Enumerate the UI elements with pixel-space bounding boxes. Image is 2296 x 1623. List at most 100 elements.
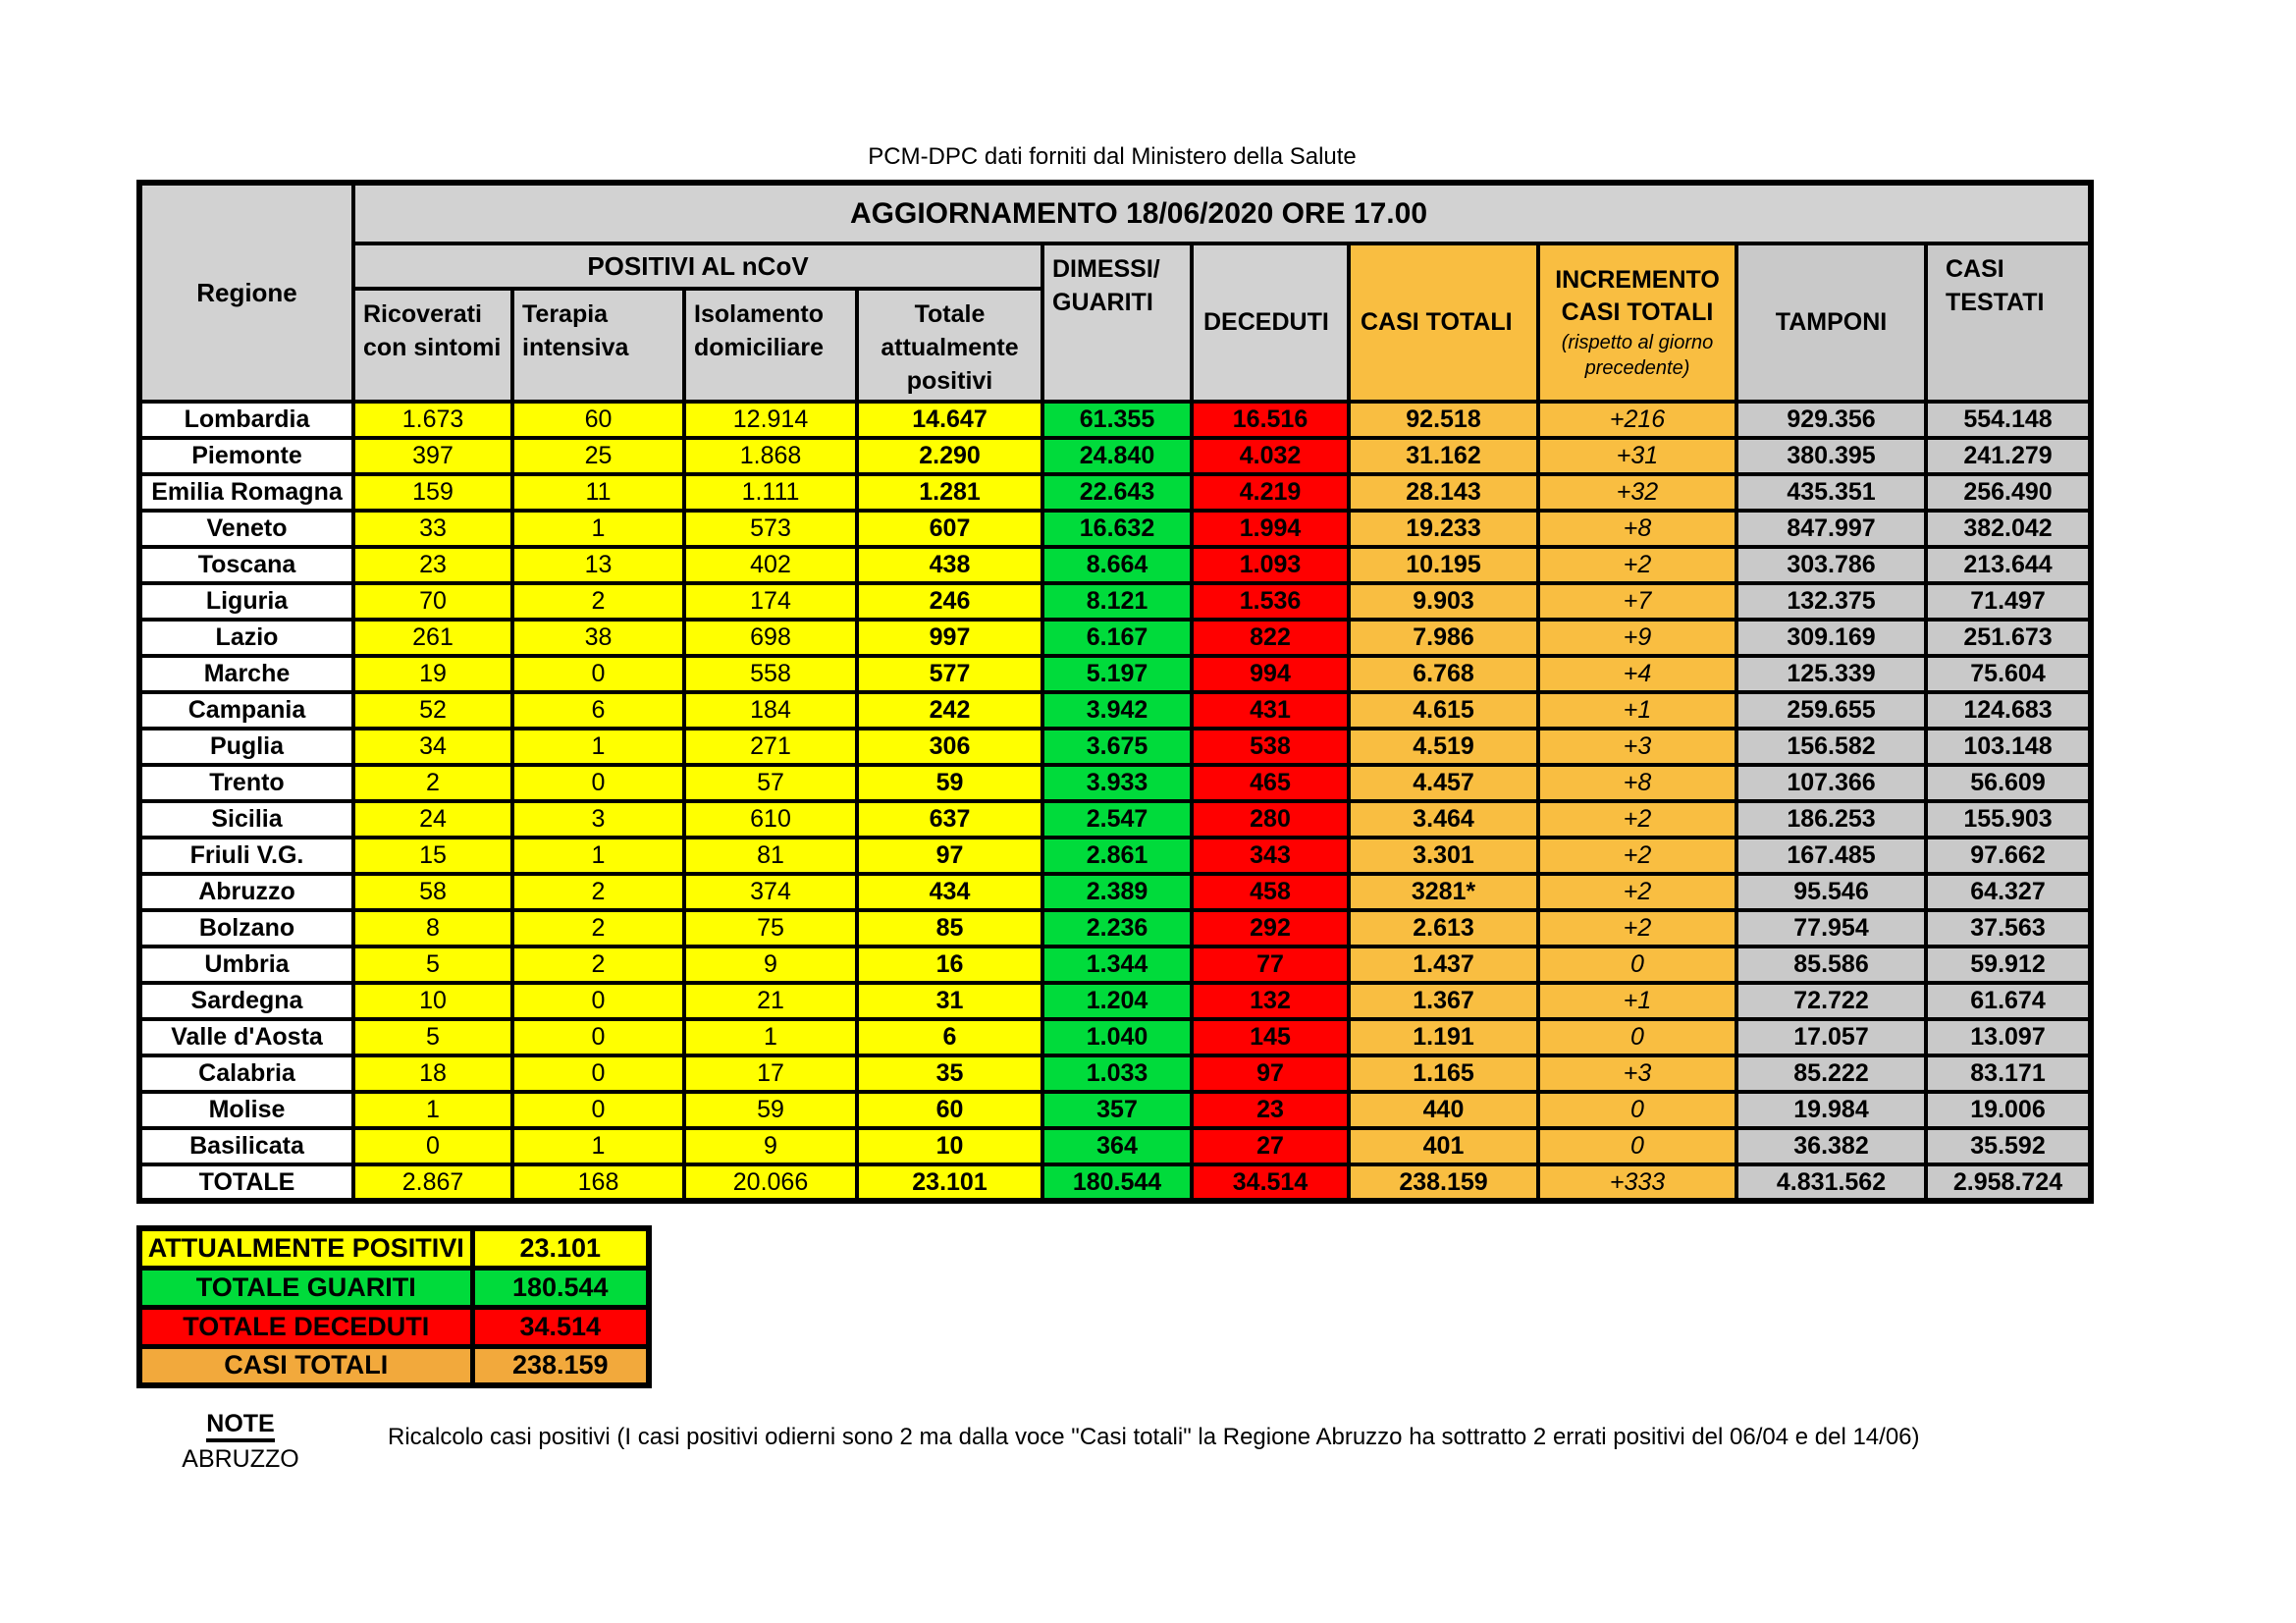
- summary-row-casi-totali: CASI TOTALI 238.159: [136, 1343, 652, 1388]
- cell-casi-testati: 35.592: [1924, 1126, 2093, 1166]
- cell-totale-attualmente-positivi: 434: [855, 872, 1044, 912]
- cell-totale-attualmente-positivi: 577: [855, 654, 1044, 694]
- cell-dimessi-guariti: 3.933: [1041, 763, 1194, 803]
- cell-ricoverati-con-sintomi: 23: [351, 545, 514, 585]
- header-casi-totali: CASI TOTALI: [1347, 242, 1540, 404]
- cell-terapia-intensiva: 38: [510, 618, 686, 658]
- cell-terapia-intensiva: 2: [510, 945, 686, 985]
- cell-totale-attualmente-positivi: 306: [855, 727, 1044, 767]
- cell-casi-testati: 213.644: [1924, 545, 2093, 585]
- cell-casi-totali: 92.518: [1347, 400, 1540, 440]
- table-row: Lazio 261 38 698 997 6.167 822 7.986 +9 309.169 25…: [137, 618, 2093, 658]
- cell-ricoverati-con-sintomi: 8: [351, 908, 514, 948]
- cell-incremento-casi-totali: +1: [1536, 690, 1738, 730]
- cell-incremento-casi-totali: +3: [1536, 727, 1738, 767]
- table-row: Lombardia 1.673 60 12.914 14.647 61.355 16.516…: [137, 400, 2093, 440]
- cell-dimessi-guariti: 2.389: [1041, 872, 1194, 912]
- cell-totale-attualmente-positivi: 59: [855, 763, 1044, 803]
- cell-totale-attualmente-positivi: 23.101: [855, 1163, 1044, 1203]
- header-isolamento: Isolamento domiciliare: [682, 287, 859, 404]
- cell-casi-totali: 4.615: [1347, 690, 1540, 730]
- cell-terapia-intensiva: 0: [510, 763, 686, 803]
- cell-isolamento-domiciliare: 9: [682, 1126, 859, 1166]
- cell-isolamento-domiciliare: 9: [682, 945, 859, 985]
- summary-table: ATTUALMENTE POSITIVI 23.101 TOTALE GUARI…: [136, 1225, 652, 1388]
- cell-incremento-casi-totali: +32: [1536, 472, 1738, 513]
- cell-casi-totali: 401: [1347, 1126, 1540, 1166]
- cell-region: Liguria: [137, 581, 355, 622]
- cell-tamponi: 95.546: [1735, 872, 1928, 912]
- cell-casi-testati: 251.673: [1924, 618, 2093, 658]
- cell-casi-totali: 28.143: [1347, 472, 1540, 513]
- summary-value: 238.159: [469, 1343, 652, 1388]
- cell-deceduti: 34.514: [1190, 1163, 1351, 1203]
- cell-region: Abruzzo: [137, 872, 355, 912]
- cell-casi-totali: 10.195: [1347, 545, 1540, 585]
- cell-terapia-intensiva: 0: [510, 654, 686, 694]
- cell-deceduti: 132: [1190, 981, 1351, 1021]
- cell-region: Umbria: [137, 945, 355, 985]
- cell-dimessi-guariti: 2.236: [1041, 908, 1194, 948]
- cell-region: Piemonte: [137, 436, 355, 476]
- cell-deceduti: 145: [1190, 1017, 1351, 1057]
- cell-isolamento-domiciliare: 558: [682, 654, 859, 694]
- cell-deceduti: 431: [1190, 690, 1351, 730]
- header-casi-testati: CASI TESTATI: [1924, 242, 2093, 404]
- summary-row-attualmente-positivi: ATTUALMENTE POSITIVI 23.101: [136, 1225, 652, 1271]
- cell-totale-attualmente-positivi: 85: [855, 908, 1044, 948]
- cell-isolamento-domiciliare: 402: [682, 545, 859, 585]
- cell-deceduti: 822: [1190, 618, 1351, 658]
- cell-deceduti: 23: [1190, 1090, 1351, 1130]
- cell-isolamento-domiciliare: 81: [682, 836, 859, 876]
- cell-region: Lombardia: [137, 400, 355, 440]
- cell-region: Bolzano: [137, 908, 355, 948]
- cell-totale-attualmente-positivi: 16: [855, 945, 1044, 985]
- cell-terapia-intensiva: 3: [510, 799, 686, 839]
- cell-tamponi: 36.382: [1735, 1126, 1928, 1166]
- cell-casi-testati: 103.148: [1924, 727, 2093, 767]
- cell-ricoverati-con-sintomi: 52: [351, 690, 514, 730]
- cell-isolamento-domiciliare: 1.868: [682, 436, 859, 476]
- header-tamponi: TAMPONI: [1735, 242, 1928, 404]
- cell-deceduti: 458: [1190, 872, 1351, 912]
- cell-totale-attualmente-positivi: 6: [855, 1017, 1044, 1057]
- cell-ricoverati-con-sintomi: 24: [351, 799, 514, 839]
- table-row: Trento 2 0 57 59 3.933 465 4.457 +8 107.366 56.609: [137, 763, 2093, 803]
- cell-tamponi: 309.169: [1735, 618, 1928, 658]
- cell-deceduti: 27: [1190, 1126, 1351, 1166]
- cell-incremento-casi-totali: +9: [1536, 618, 1738, 658]
- cell-isolamento-domiciliare: 184: [682, 690, 859, 730]
- header-totale-positivi: Totale attualmente positivi: [855, 287, 1044, 404]
- cell-casi-testati: 19.006: [1924, 1090, 2093, 1130]
- table-row: Sardegna 10 0 21 31 1.204 132 1.367 +1 72.722 61.6…: [137, 981, 2093, 1021]
- cell-casi-totali: 238.159: [1347, 1163, 1540, 1203]
- cell-region: Campania: [137, 690, 355, 730]
- summary-label: TOTALE DECEDUTI: [136, 1304, 475, 1349]
- cell-deceduti: 280: [1190, 799, 1351, 839]
- cell-tamponi: 132.375: [1735, 581, 1928, 622]
- cell-terapia-intensiva: 0: [510, 1017, 686, 1057]
- cell-casi-totali: 3281*: [1347, 872, 1540, 912]
- cell-incremento-casi-totali: +2: [1536, 799, 1738, 839]
- cell-ricoverati-con-sintomi: 0: [351, 1126, 514, 1166]
- cell-casi-totali: 1.437: [1347, 945, 1540, 985]
- report-title: AGGIORNAMENTO 18/06/2020 ORE 17.00: [351, 181, 2093, 245]
- cell-totale-attualmente-positivi: 242: [855, 690, 1044, 730]
- cell-casi-testati: 2.958.724: [1924, 1163, 2093, 1203]
- cell-casi-testati: 56.609: [1924, 763, 2093, 803]
- cell-region: Lazio: [137, 618, 355, 658]
- cell-tamponi: 85.586: [1735, 945, 1928, 985]
- cell-dimessi-guariti: 1.344: [1041, 945, 1194, 985]
- table-row: Puglia 34 1 271 306 3.675 538 4.519 +3 156.582 103…: [137, 727, 2093, 767]
- cell-region: Puglia: [137, 727, 355, 767]
- cell-isolamento-domiciliare: 1.111: [682, 472, 859, 513]
- cell-casi-totali: 19.233: [1347, 509, 1540, 549]
- cell-tamponi: 19.984: [1735, 1090, 1928, 1130]
- cell-casi-testati: 64.327: [1924, 872, 2093, 912]
- cell-dimessi-guariti: 1.204: [1041, 981, 1194, 1021]
- cell-terapia-intensiva: 11: [510, 472, 686, 513]
- cell-casi-testati: 97.662: [1924, 836, 2093, 876]
- cell-terapia-intensiva: 1: [510, 727, 686, 767]
- cell-deceduti: 1.536: [1190, 581, 1351, 622]
- cell-dimessi-guariti: 2.547: [1041, 799, 1194, 839]
